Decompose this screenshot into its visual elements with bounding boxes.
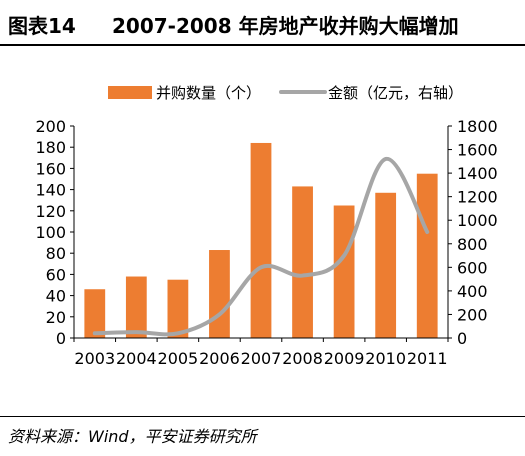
bar-2011 xyxy=(416,173,438,338)
combo-chart: 并购数量（个） 金额（亿元，右轴） 0 20 40 60 80 100 120 140 160 180… xyxy=(35,84,498,368)
legend-bar-label: 并购数量（个） xyxy=(156,84,261,102)
figure-number: 图表14 xyxy=(8,14,76,38)
bottom-rule xyxy=(0,416,525,417)
figure-header: 图表14 2007-2008 年房地产收并购大幅增加 xyxy=(0,0,525,46)
right-tick-label: 1800 xyxy=(457,117,498,136)
right-tick-label: 0 xyxy=(457,329,467,348)
x-tick-label: 2011 xyxy=(407,349,448,368)
left-tick-label: 140 xyxy=(35,181,66,200)
x-tick-label: 2005 xyxy=(158,349,199,368)
bar-2007 xyxy=(250,142,272,338)
source-note: 资料来源：Wind，平安证券研究所 xyxy=(8,427,257,446)
top-rule xyxy=(0,44,525,46)
bar-2010 xyxy=(375,192,397,338)
x-tick-label: 2006 xyxy=(199,349,240,368)
right-tick-label: 600 xyxy=(457,258,488,277)
left-tick-label: 0 xyxy=(56,329,66,348)
right-tick-label: 800 xyxy=(457,235,488,254)
left-tick-label: 40 xyxy=(46,287,66,306)
left-tick-label: 120 xyxy=(35,202,66,221)
bar-2003 xyxy=(84,289,106,338)
x-tick-label: 2010 xyxy=(365,349,406,368)
right-tick-label: 1200 xyxy=(457,188,498,207)
amount-line xyxy=(92,156,430,337)
bar-2008 xyxy=(292,186,313,338)
bar-2005 xyxy=(167,279,189,338)
x-tick-label: 2004 xyxy=(116,349,157,368)
left-tick-label: 100 xyxy=(35,223,66,242)
left-tick-label: 160 xyxy=(35,159,66,178)
left-tick-label: 80 xyxy=(46,244,66,263)
right-tick-label: 400 xyxy=(457,282,488,301)
left-tick-label: 60 xyxy=(46,265,66,284)
right-tick-label: 1600 xyxy=(457,141,498,160)
right-tick-label: 1000 xyxy=(457,211,498,230)
x-tick-label: 2003 xyxy=(74,349,115,368)
x-tick-label: 2009 xyxy=(324,349,365,368)
right-tick-label: 200 xyxy=(457,305,488,324)
chart-title: 2007-2008 年房地产收并购大幅增加 xyxy=(112,14,459,38)
x-tick-label: 2008 xyxy=(282,349,323,368)
bar-2009 xyxy=(333,205,355,338)
legend-line-label: 金额（亿元，右轴） xyxy=(328,84,463,102)
right-tick-label: 1400 xyxy=(457,164,498,183)
bar-2006 xyxy=(209,250,230,338)
left-tick-label: 180 xyxy=(35,138,66,157)
left-tick-label: 200 xyxy=(35,117,66,136)
bar-2004 xyxy=(125,276,147,338)
x-tick-label: 2007 xyxy=(241,349,282,368)
legend-bar-swatch xyxy=(108,86,152,99)
left-tick-label: 20 xyxy=(46,308,66,327)
